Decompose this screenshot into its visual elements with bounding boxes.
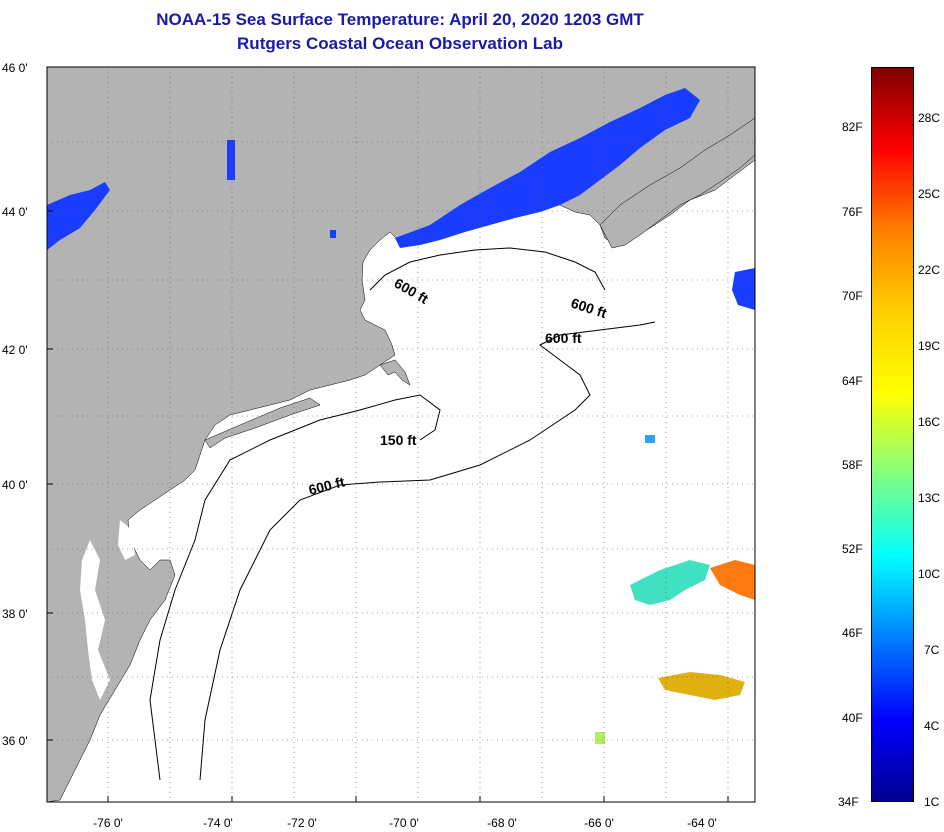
warm-water-spot [595, 732, 605, 744]
contour-label: 600 ft [545, 330, 582, 346]
map-subtitle: Rutgers Coastal Ocean Observation Lab [237, 34, 563, 53]
colorbar-c-label: 28C [918, 111, 941, 125]
land-cape-cod [379, 359, 411, 386]
colorbar-c-label: 10C [918, 567, 941, 581]
colorbar-c-label: 16C [918, 415, 941, 429]
colorbar-f-label: 82F [842, 120, 863, 134]
lat-label: 38 0' [2, 607, 28, 621]
contour-label: 150 ft [380, 432, 417, 448]
lon-label: -74 0' [203, 816, 233, 830]
cold-water-lake [47, 182, 110, 250]
contour-150ft [149, 394, 441, 781]
contour-600ft [199, 321, 656, 781]
colorbar-f-label: 70F [842, 289, 863, 303]
colorbar-c-label: 4C [924, 719, 940, 733]
lat-label: 44 0' [2, 205, 28, 219]
cold-water-spot [227, 140, 235, 180]
warm-water-orange [710, 560, 755, 600]
colorbar-c-label: 22C [918, 263, 941, 277]
warm-water-spot [645, 435, 655, 443]
colorbar-f-label: 76F [842, 205, 863, 219]
colorbar-c-label: 7C [924, 643, 940, 657]
colorbar-c-label: 25C [918, 187, 941, 201]
lat-label: 40 0' [2, 478, 28, 492]
delaware-bay [118, 520, 135, 560]
colorbar-c-label: 1C [924, 795, 940, 809]
grid [47, 67, 755, 802]
cold-water-east [732, 268, 755, 310]
colorbar-f-label: 58F [842, 458, 863, 472]
warm-water-cyan [630, 560, 710, 605]
colorbar-c-label: 13C [918, 491, 941, 505]
lon-label: -72 0' [287, 816, 317, 830]
colorbar-f-label: 40F [842, 711, 863, 725]
colorbar-f-label: 52F [842, 542, 863, 556]
land-mainland [47, 67, 755, 802]
cold-water-gulf-of-maine [395, 88, 700, 248]
cold-water-spot [330, 230, 336, 238]
land-nova-scotia [599, 117, 755, 249]
colorbar-f-label: 64F [842, 374, 863, 388]
contour-600ft-north [369, 247, 606, 291]
chesapeake-bay [80, 540, 110, 700]
colorbar-c-label: 19C [918, 339, 941, 353]
lon-label: -68 0' [487, 816, 517, 830]
lat-label: 46 0' [2, 61, 28, 75]
lon-label: -66 0' [584, 816, 614, 830]
lat-label: 42 0' [2, 343, 28, 357]
colorbar-f-label: 46F [842, 626, 863, 640]
lat-label: 36 0' [2, 734, 28, 748]
lon-label: -64 0' [687, 816, 717, 830]
land-long-island [204, 397, 321, 449]
lon-label: -76 0' [93, 816, 123, 830]
lon-label: -70 0' [389, 816, 419, 830]
map-title: NOAA-15 Sea Surface Temperature: April 2… [156, 10, 644, 29]
temperature-colorbar [871, 67, 914, 802]
ticks [47, 66, 729, 802]
map-frame [46, 66, 756, 803]
warm-water-yellow [658, 672, 745, 700]
colorbar-f-label: 34F [838, 795, 859, 809]
